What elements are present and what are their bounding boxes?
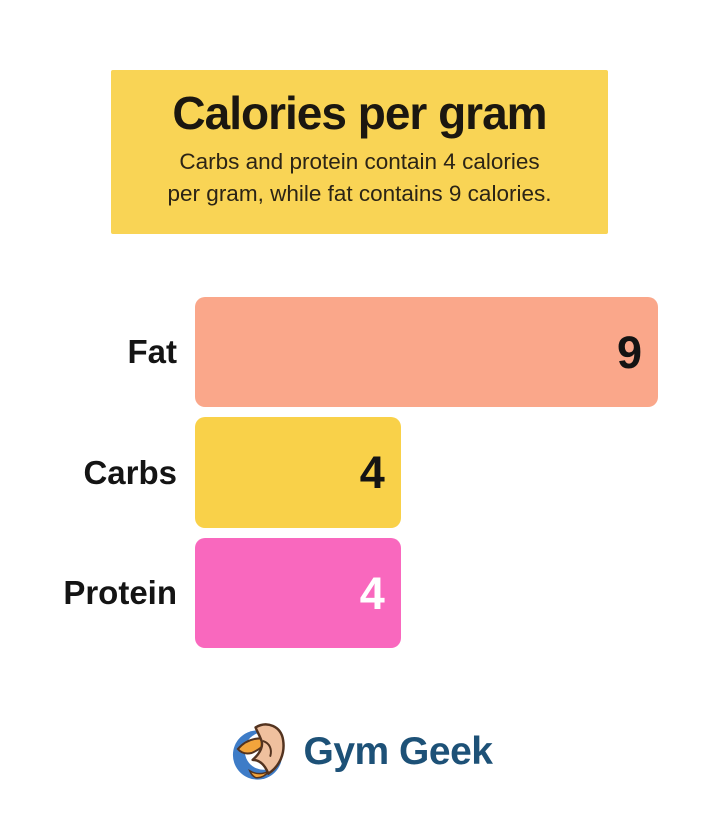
subtitle-line-2: per gram, while fat contains 9 calories. [167, 181, 552, 206]
page-subtitle: Carbs and protein contain 4 calories per… [111, 146, 608, 210]
bar-carbs: 4 [195, 417, 401, 528]
category-label-protein: Protein [63, 574, 177, 611]
category-label-carbs: Carbs [83, 453, 177, 491]
chart-row-carbs: Carbs 4 [0, 417, 720, 528]
subtitle-line-1: Carbs and protein contain 4 calories [179, 149, 540, 174]
bar-fat: 9 [195, 297, 658, 407]
value-label-protein: 4 [359, 567, 385, 619]
brand-footer: Gym Geek [0, 714, 720, 790]
bar-protein: 4 [195, 538, 401, 648]
chart-row-protein: Protein 4 [0, 538, 720, 648]
page-title: Calories per gram [172, 87, 547, 139]
gym-geek-logo-icon [228, 719, 291, 785]
header-card: Calories per gram Carbs and protein cont… [111, 70, 608, 234]
value-label-carbs: 4 [359, 447, 385, 498]
chart-row-fat: Fat 9 [0, 297, 720, 407]
category-label-fat: Fat [127, 333, 178, 370]
value-label-fat: 9 [616, 326, 642, 378]
brand-name: Gym Geek [303, 730, 493, 773]
